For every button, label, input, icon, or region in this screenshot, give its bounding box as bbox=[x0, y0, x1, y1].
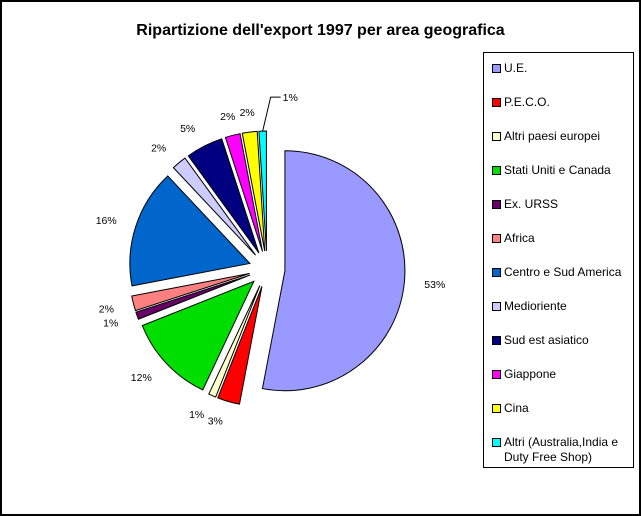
legend-swatch bbox=[492, 336, 501, 345]
legend-label: Centro e Sud America bbox=[504, 265, 622, 279]
legend-label: Cina bbox=[504, 401, 529, 415]
pie-slice-medioriente bbox=[172, 157, 256, 256]
legend-swatch bbox=[492, 438, 501, 447]
pie-label-cina: 2% bbox=[240, 107, 255, 119]
pie-slice-p-e-c-o bbox=[217, 286, 263, 405]
pie-slice-cina bbox=[241, 130, 266, 252]
pie-slice-africa bbox=[131, 272, 250, 312]
pie-label-u-e: 53% bbox=[424, 279, 445, 291]
pie-label-medioriente: 2% bbox=[151, 142, 166, 154]
pie-slice-ex-urss bbox=[135, 274, 251, 320]
legend-label: Medioriente bbox=[504, 299, 567, 313]
pie-slice-u-e bbox=[261, 150, 406, 392]
pie-label-ex-urss: 1% bbox=[103, 318, 118, 330]
legend-label: P.E.C.O. bbox=[504, 95, 550, 109]
legend-swatch bbox=[492, 268, 501, 277]
pie-label-p-e-c-o: 3% bbox=[208, 416, 223, 428]
legend-swatch bbox=[492, 132, 501, 141]
pie-slice-sud-est-asiatico bbox=[187, 138, 260, 254]
pie-slice-centro-e-sud-america bbox=[129, 175, 251, 287]
legend-label: Africa bbox=[504, 231, 535, 245]
pie-slice-altri-paesi-europei bbox=[208, 285, 261, 398]
pie-label-stati-uniti-e-canada: 12% bbox=[131, 372, 152, 384]
pie-label-giappone: 2% bbox=[220, 111, 235, 123]
legend-label: U.E. bbox=[504, 61, 528, 75]
legend-swatch bbox=[492, 64, 501, 73]
pie-label-altri-australia-india-e-duty-free-shop: 1% bbox=[283, 92, 298, 104]
pie-label-sud-est-asiatico: 5% bbox=[180, 123, 195, 135]
pie-slice-stati-uniti-e-canada bbox=[141, 280, 255, 391]
legend-label: Sud est asiatico bbox=[504, 333, 589, 347]
legend-label: Ex. URSS bbox=[504, 197, 559, 211]
legend-swatch bbox=[492, 200, 501, 209]
pie-label-centro-e-sud-america: 16% bbox=[96, 215, 117, 227]
legend-swatch bbox=[492, 98, 501, 107]
legend-swatch bbox=[492, 234, 501, 243]
legend-swatch bbox=[492, 404, 501, 413]
legend-swatch bbox=[492, 166, 501, 175]
legend-label: Giappone bbox=[504, 367, 557, 381]
legend-label: Altri paesi europei bbox=[504, 129, 601, 143]
pie-slice-giappone bbox=[224, 133, 264, 252]
legend-swatch bbox=[492, 302, 501, 311]
pie-leader-line bbox=[262, 96, 281, 132]
pie-slice-altri-australia-india-e-duty-free-shop bbox=[258, 130, 267, 252]
legend-swatch bbox=[492, 370, 501, 379]
legend: U.E. P.E.C.O. Altri paesi europei Stati Uni… bbox=[483, 52, 634, 468]
chart-title: Ripartizione dell'export 1997 per area g… bbox=[136, 22, 505, 39]
pie-label-altri-paesi-europei: 1% bbox=[189, 409, 204, 421]
pie-label-africa: 2% bbox=[99, 303, 114, 315]
legend-label: Altri (Australia,India e Duty Free Shop) bbox=[504, 435, 619, 464]
legend-label: Stati Uniti e Canada bbox=[504, 163, 611, 177]
